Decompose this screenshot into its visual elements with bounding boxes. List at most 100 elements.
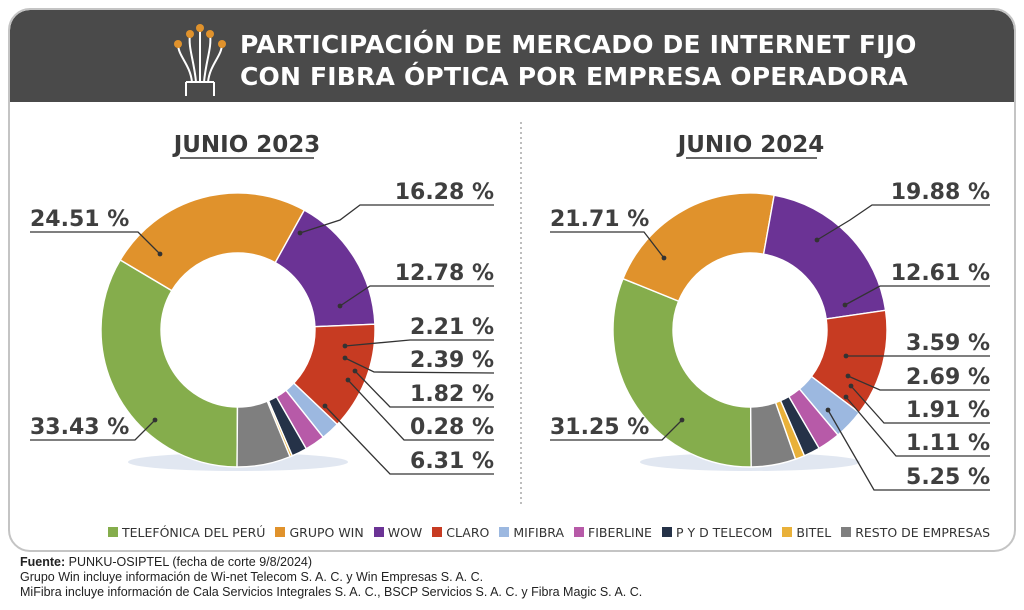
chart-2023-leader-resto-de-empresas <box>324 405 494 475</box>
fiber-optic-icon <box>174 24 226 96</box>
legend-swatch-p-y-d-telecom <box>661 527 672 537</box>
chart-2023-leader-dot-claro <box>337 303 343 309</box>
chart-2023-leader-wow <box>299 204 494 234</box>
chart-2023-label-telefonica-del-peru: 33.43 % <box>30 415 129 440</box>
page-title-line-1: PARTICIPACIÓN DE MERCADO DE INTERNET FIJ… <box>240 30 917 59</box>
chart-2023-leader-bitel <box>347 379 494 441</box>
legend-label-wow: WOW <box>387 524 423 540</box>
legend-item-bitel: BITEL <box>782 525 831 540</box>
chart-2024-leader-resto-de-empresas <box>827 409 990 491</box>
chart-2024-leader-grupo-win <box>550 231 665 259</box>
chart-2023-leader-claro <box>339 285 494 307</box>
chart-2023-leader-mifibra <box>344 339 494 347</box>
chart-2023-leader-telefonica-del-peru <box>30 419 156 441</box>
chart-2024-slice-telefonica-del-peru <box>612 277 752 468</box>
legend-label-fiberline: FIBERLINE <box>588 524 652 540</box>
legend-label-p-y-d-telecom: P Y D TELECOM <box>675 524 773 540</box>
legend-label-grupo-win: GRUPO WIN <box>289 524 364 540</box>
chart-2023-leader-grupo-win <box>30 231 161 255</box>
chart-2024-leader-dot-bitel <box>843 394 849 400</box>
chart-legend: TELEFÓNICA DEL PERÚ GRUPO WIN WOW CLARO MIFI… <box>108 523 990 541</box>
chart-2023-title: JUNIO 2023 <box>172 132 321 158</box>
chart-2023-label-claro: 12.78 % <box>395 261 494 286</box>
legend-item-resto-de-empresas: RESTO DE EMPRESAS <box>841 525 990 540</box>
legend-item-p-y-d-telecom: P Y D TELECOM <box>661 524 773 540</box>
legend-swatch-wow <box>373 527 384 537</box>
legend-label-resto-de-empresas: RESTO DE EMPRESAS <box>855 524 991 540</box>
legend-item-grupo-win: GRUPO WIN <box>275 524 364 540</box>
legend-label-claro: CLARO <box>446 524 490 540</box>
chart-2024-leader-dot-grupo-win <box>661 255 667 261</box>
chart-2024-leader-fiberline <box>847 375 990 391</box>
legend-swatch-telefonica-del-peru <box>108 527 118 537</box>
chart-2024-label-grupo-win: 21.71 % <box>550 207 649 232</box>
chart-2023-leader-dot-p-y-d-telecom <box>352 368 358 374</box>
chart-2023-leader-p-y-d-telecom <box>354 370 494 408</box>
legend-label-telefonica-del-peru: TELEFÓNICA DEL PERÚ <box>122 524 266 540</box>
chart-2024-leader-dot-resto-de-empresas <box>825 407 831 413</box>
source-label: Fuente: <box>20 555 66 569</box>
chart-2024-label-p-y-d-telecom: 1.91 % <box>906 398 990 423</box>
chart-2024-leader-p-y-d-telecom <box>850 385 990 424</box>
chart-2024-leader-wow <box>816 204 990 241</box>
chart-2024-label-telefonica-del-peru: 31.25 % <box>550 415 649 440</box>
footer-notes: Fuente: PUNKU-OSIPTEL (fecha de corte 9/… <box>20 555 642 600</box>
chart-2024-leader-dot-wow <box>814 237 820 243</box>
header-banner: PARTICIPACIÓN DE MERCADO DE INTERNET FIJ… <box>10 10 1014 102</box>
legend-label-mifibra: MIFIBRA <box>513 524 565 540</box>
chart-2024-slice-resto-de-empresas <box>749 401 797 468</box>
footer-note-grupo-win: Grupo Win incluye información de Wi-net … <box>20 570 484 584</box>
chart-2024-slice-grupo-win <box>622 192 775 303</box>
chart-2023-label-bitel: 0.28 % <box>410 415 494 440</box>
chart-2024-leader-telefonica-del-peru <box>550 419 683 441</box>
legend-label-bitel: BITEL <box>796 524 832 540</box>
chart-2023-label-p-y-d-telecom: 1.82 % <box>410 382 494 407</box>
legend-item-claro: CLARO <box>432 525 489 540</box>
legend-swatch-bitel <box>782 527 793 537</box>
chart-2023-slice-telefonica-del-peru <box>100 259 239 468</box>
chart-2024-label-wow: 19.88 % <box>891 180 990 205</box>
legend-item-mifibra: MIFIBRA <box>499 525 564 540</box>
page-title-line-2: CON FIBRA ÓPTICA POR EMPRESA OPERADORA <box>240 62 908 91</box>
chart-2024-label-bitel: 1.11 % <box>906 431 990 456</box>
chart-2023-leader-fiberline <box>344 357 495 374</box>
legend-swatch-resto-de-empresas <box>841 527 852 537</box>
chart-2024-title: JUNIO 2024 <box>676 132 825 158</box>
chart-2023-label-grupo-win: 24.51 % <box>30 207 129 232</box>
chart-2024-label-claro: 12.61 % <box>891 261 990 286</box>
chart-2024-leader-claro <box>844 285 990 306</box>
legend-swatch-grupo-win <box>275 527 286 537</box>
legend-item-fiberline: FIBERLINE <box>574 525 652 540</box>
chart-2023-leader-dot-fiberline <box>342 355 348 361</box>
chart-2024-leader-dot-claro <box>842 302 848 308</box>
chart-2023-leader-dot-resto-de-empresas <box>322 403 328 409</box>
chart-2023-leader-dot-grupo-win <box>157 251 163 257</box>
chart-2024-label-resto-de-empresas: 5.25 % <box>906 465 990 490</box>
legend-item-telefonica-del-peru: TELEFÓNICA DEL PERÚ <box>108 525 265 540</box>
chart-2024-leader-dot-telefonica-del-peru <box>679 417 685 423</box>
chart-2023-leader-dot-wow <box>297 230 303 236</box>
chart-2024-leader-dot-fiberline <box>845 373 851 379</box>
chart-2023-leader-dot-bitel <box>345 377 351 383</box>
chart-2023-leader-dot-mifibra <box>342 343 348 349</box>
chart-2023-leader-dot-telefonica-del-peru <box>152 417 158 423</box>
chart-2023-label-fiberline: 2.39 % <box>410 348 494 373</box>
chart-2024-slice-wow <box>762 194 887 320</box>
chart-2023-label-mifibra: 2.21 % <box>410 315 494 340</box>
chart-2024-leader-bitel <box>845 396 990 457</box>
chart-2024-leader-dot-mifibra <box>843 353 849 359</box>
chart-2024-label-fiberline: 2.69 % <box>906 365 990 390</box>
chart-2024-label-mifibra: 3.59 % <box>906 331 990 356</box>
legend-swatch-fiberline <box>574 527 585 537</box>
footer-note-mifibra: MiFibra incluye información de Cala Serv… <box>20 585 643 599</box>
source-text: PUNKU-OSIPTEL (fecha de corte 9/8/2024) <box>65 555 313 569</box>
legend-swatch-mifibra <box>499 527 510 537</box>
source-line: Fuente: PUNKU-OSIPTEL (fecha de corte 9/… <box>20 555 642 570</box>
legend-swatch-claro <box>432 527 443 537</box>
chart-2024-leader-dot-p-y-d-telecom <box>848 383 854 389</box>
legend-item-wow: WOW <box>373 524 423 540</box>
chart-2023-slice-resto-de-empresas <box>236 400 291 468</box>
chart-2023-label-resto-de-empresas: 6.31 % <box>410 449 494 474</box>
chart-2023-slice-grupo-win <box>119 192 306 292</box>
